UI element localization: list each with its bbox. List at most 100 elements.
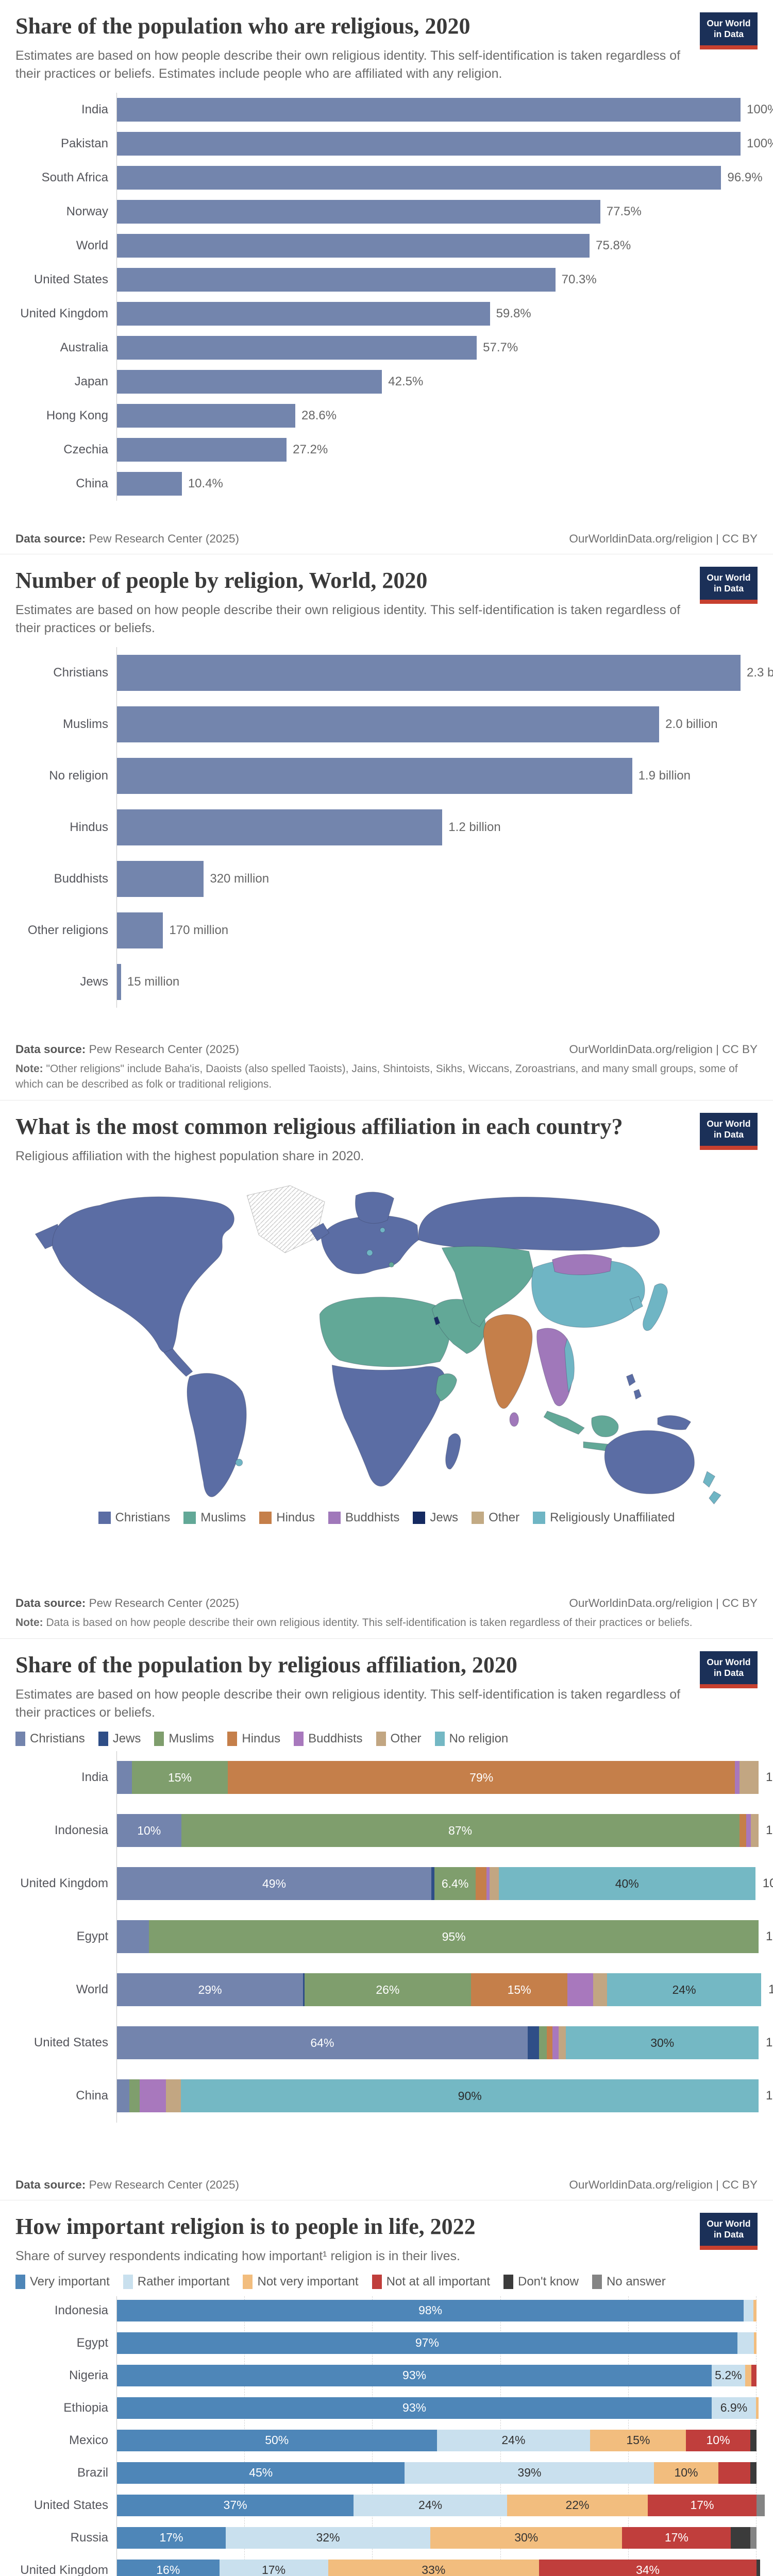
bar-segment-other[interactable] [490,1867,499,1901]
bar[interactable] [117,963,121,1000]
bar-segment-don-t-know[interactable] [731,2527,750,2549]
bar-segment-christians[interactable] [117,2079,129,2113]
legend-item[interactable]: Hindus [227,1731,280,1746]
map-region-central-asia[interactable] [441,1246,534,1328]
bar-segment-christians[interactable]: 64% [117,2026,528,2060]
bar-segment-very-important[interactable]: 45% [117,2462,405,2484]
legend-item[interactable]: Hindus [259,1511,315,1525]
bar-segment-muslims[interactable] [129,2079,140,2113]
map-region-central-america[interactable] [163,1348,193,1377]
owid-logo[interactable]: Our World in Data [700,1113,758,1150]
owid-logo[interactable]: Our World in Data [700,1651,758,1688]
legend-item[interactable]: Christians [98,1511,170,1525]
bar-segment-very-important[interactable]: 37% [117,2494,354,2516]
cc-link[interactable]: OurWorldinData.org/religion | CC BY [569,1043,758,1056]
bar[interactable] [117,199,600,224]
bar-segment-not-at-all-important[interactable] [751,2364,757,2386]
map-region-south-america[interactable] [187,1373,247,1497]
bar-segment-christians[interactable] [117,1920,149,1954]
map-region-north-america[interactable] [52,1196,234,1354]
map-region-borneo[interactable] [591,1415,619,1437]
legend-item[interactable]: Religiously Unaffiliated [533,1511,675,1525]
map-region-japan[interactable] [643,1283,668,1331]
bar-segment-very-important[interactable]: 93% [117,2364,712,2386]
bar-segment-no-religion[interactable]: 24% [607,1973,761,2007]
bar-segment-buddhists[interactable] [734,1761,740,1794]
bar-segment-jews[interactable] [431,1867,435,1901]
legend-item[interactable]: Jews [413,1511,458,1525]
bar-segment-rather-important[interactable]: 5.2% [712,2364,745,2386]
bar-segment-very-important[interactable]: 93% [117,2397,712,2419]
bar-segment-other[interactable] [558,2026,566,2060]
bar[interactable] [117,131,741,156]
bar[interactable] [117,165,721,190]
bar-segment-don-t-know[interactable] [756,2559,761,2576]
bar[interactable] [117,267,556,292]
legend-item[interactable]: Buddhists [328,1511,399,1525]
bar-segment-no-religion[interactable]: 40% [498,1867,755,1901]
bar-segment-not-at-all-important[interactable]: 10% [686,2429,750,2451]
bar-segment-very-important[interactable]: 50% [117,2429,437,2451]
map-region-sri-lanka[interactable] [509,1412,519,1427]
map-region-papua[interactable] [657,1415,692,1430]
bar[interactable] [117,301,490,326]
bar-segment-hindus[interactable]: 79% [228,1761,735,1794]
bar-segment-muslims[interactable]: 87% [181,1814,740,1848]
bar[interactable] [117,369,382,394]
bar-segment-not-very-important[interactable] [745,2364,752,2386]
bar-segment-not-very-important[interactable]: 10% [654,2462,718,2484]
bar-segment-very-important[interactable]: 16% [117,2559,220,2576]
map-region-uruguay[interactable] [235,1459,243,1467]
map-region-new-zealand[interactable] [702,1471,721,1505]
map-region-sub-saharan-africa[interactable] [331,1365,446,1487]
bar-segment-other[interactable] [739,1761,759,1794]
map-region-mongolia[interactable] [552,1254,612,1276]
bar-segment-muslims[interactable]: 6.4% [434,1867,476,1901]
bar[interactable] [117,757,632,794]
legend-item[interactable]: Other [376,1731,422,1746]
map-region-philippines[interactable] [626,1374,642,1400]
legend-item[interactable]: Muslims [183,1511,246,1525]
bar-segment-very-important[interactable]: 98% [117,2299,744,2321]
bar[interactable] [117,912,163,948]
bar[interactable] [117,471,182,496]
map-region-australia[interactable] [604,1430,695,1495]
bar[interactable] [117,335,477,360]
bar-segment-very-important[interactable]: 97% [117,2332,737,2354]
owid-logo[interactable]: Our World in Data [700,567,758,604]
bar[interactable] [117,97,741,122]
map-region-israel[interactable] [433,1316,441,1326]
bar[interactable] [117,706,660,742]
bar-segment-don-t-know[interactable] [750,2429,757,2451]
bar-segment-hindus[interactable] [739,1814,747,1848]
bar-segment-christians[interactable]: 10% [117,1814,181,1848]
bar-segment-rather-important[interactable]: 24% [436,2429,591,2451]
bar-segment-not-at-all-important[interactable] [718,2462,750,2484]
bar-segment-christians[interactable]: 49% [117,1867,432,1901]
bar[interactable] [117,233,590,258]
map-region-korea[interactable] [629,1296,643,1312]
bar-segment-rather-important[interactable]: 32% [225,2527,431,2549]
bar-segment-buddhists[interactable] [139,2079,166,2113]
legend-item[interactable]: Other [472,1511,519,1525]
map-region-estonia[interactable] [380,1227,385,1233]
bar-segment-christians[interactable] [117,1761,132,1794]
bar-segment-muslims[interactable]: 95% [149,1920,759,1954]
map-region-scandinavia[interactable] [355,1192,394,1224]
bar-segment-not-at-all-important[interactable]: 17% [622,2527,731,2549]
legend-item[interactable]: Muslims [154,1731,214,1746]
bar-segment-rather-important[interactable]: 6.9% [712,2397,756,2419]
legend-item[interactable]: Don't know [503,2275,579,2290]
bar-segment-christians[interactable]: 29% [117,1973,304,2007]
bar-segment-rather-important[interactable]: 17% [219,2559,328,2576]
bar-segment-hindus[interactable] [547,2026,553,2060]
map-region-uk[interactable] [310,1223,330,1242]
map-region-india[interactable] [483,1314,533,1409]
bar-segment-jews[interactable] [303,1973,305,2007]
bar-segment-rather-important[interactable] [737,2332,754,2354]
legend-item[interactable]: Christians [15,1731,85,1746]
bar-segment-don-t-know[interactable] [750,2462,757,2484]
bar-segment-other[interactable] [165,2079,181,2113]
map-region-southeast-asia[interactable] [536,1328,574,1406]
bar-segment-muslims[interactable]: 26% [304,1973,472,2007]
